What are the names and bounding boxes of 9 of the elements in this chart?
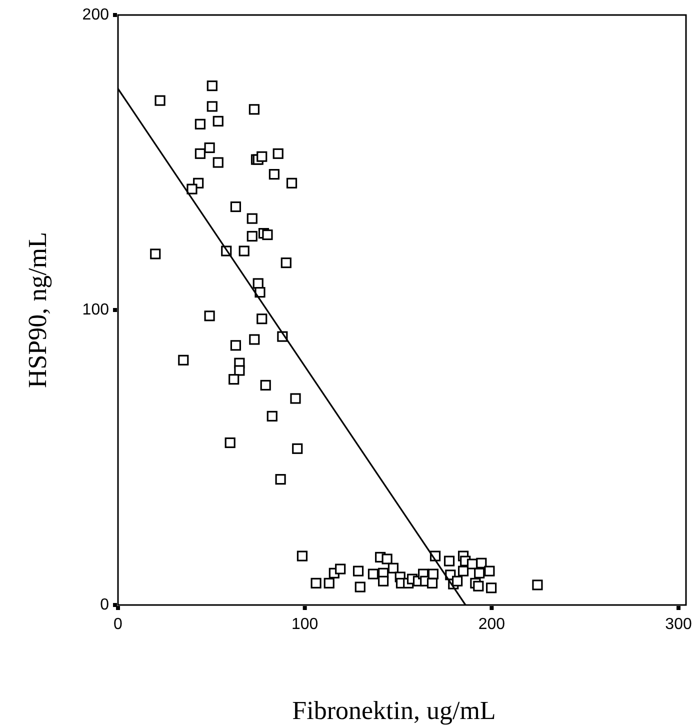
x-tick-label: 0 xyxy=(114,616,123,633)
x-tick-label: 300 xyxy=(665,616,692,633)
y-tick-label: 100 xyxy=(82,302,110,318)
y-tick-label: 0 xyxy=(100,596,110,614)
x-tick-label: 200 xyxy=(478,616,506,633)
x-axis-title: Fibronektin, ug/mL xyxy=(292,696,496,725)
y-tick-label: 200 xyxy=(82,6,110,24)
x-tick-label: 100 xyxy=(291,616,318,633)
y-axis-title: HSP90, ng/mL xyxy=(23,232,52,388)
